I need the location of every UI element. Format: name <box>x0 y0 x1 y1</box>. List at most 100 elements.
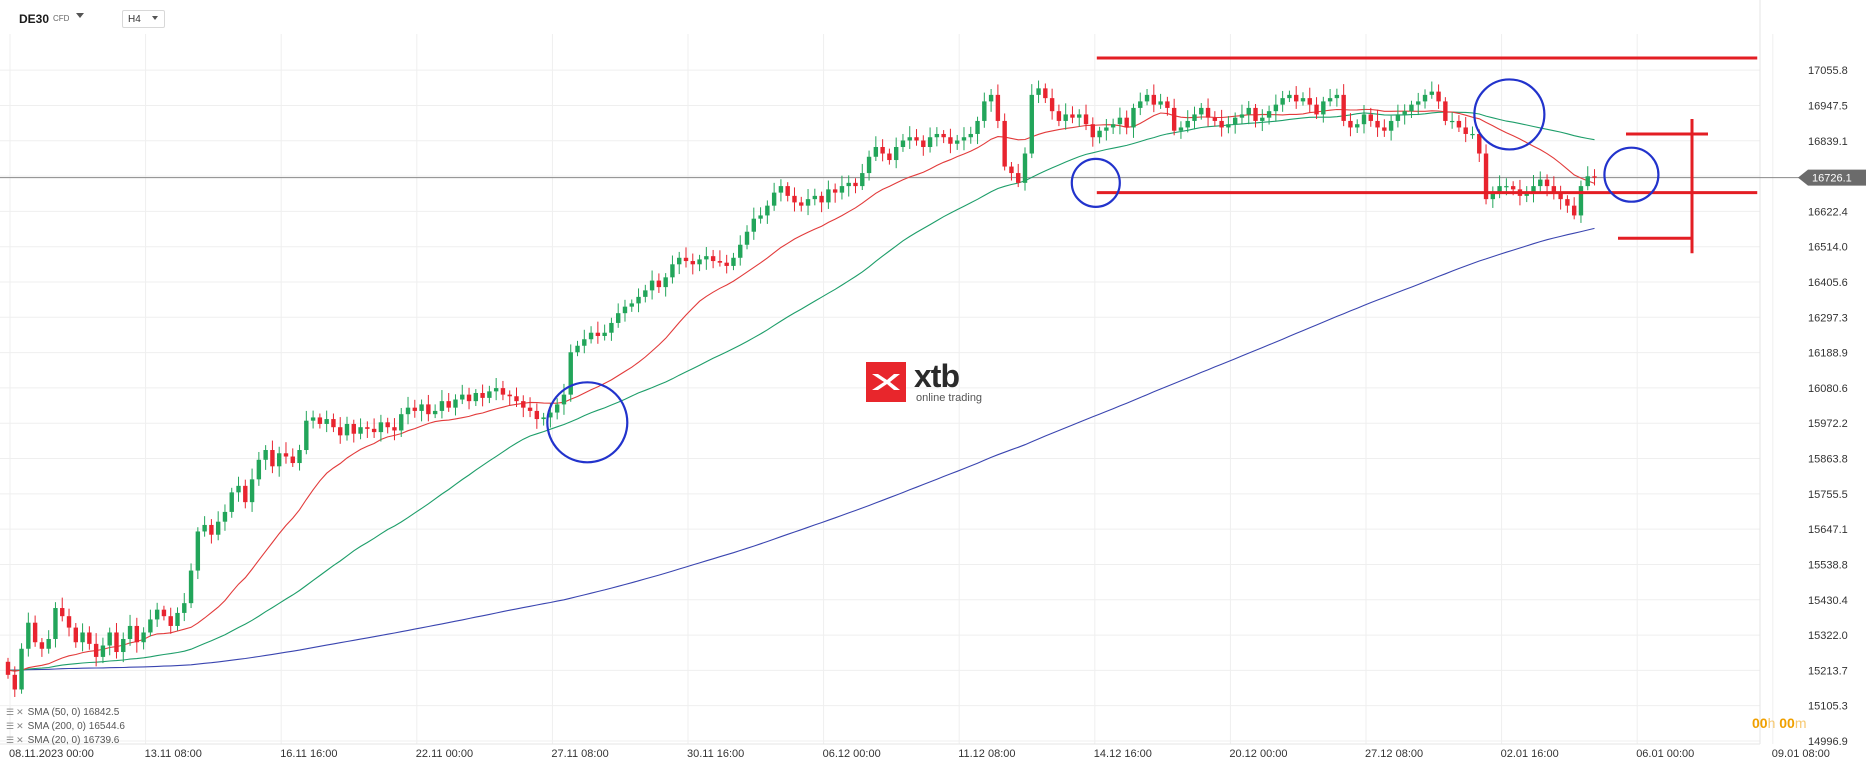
candle-body <box>941 133 946 138</box>
timeframe-select[interactable]: H4 <box>122 10 165 28</box>
highlight-circle[interactable] <box>1603 146 1660 203</box>
candle-body <box>1056 111 1062 121</box>
candle-body <box>473 392 479 402</box>
price-tick-label: 15213.7 <box>1808 665 1848 677</box>
price-tick-label: 16297.3 <box>1808 312 1848 324</box>
highlight-circle[interactable] <box>1070 157 1121 208</box>
close-icon[interactable]: ✕ <box>16 720 24 731</box>
candle-body <box>1531 186 1536 193</box>
candle-body <box>1429 91 1434 95</box>
candle-body <box>19 648 24 690</box>
candle-body <box>310 417 316 421</box>
candle-body <box>161 609 167 617</box>
candle-body <box>683 257 689 262</box>
candle-body <box>392 427 397 431</box>
candle-body <box>1578 186 1584 216</box>
candle-body <box>866 156 872 174</box>
candle-body <box>846 182 851 187</box>
candle-body <box>168 616 173 626</box>
candle-body <box>304 420 309 451</box>
candle-body <box>426 404 431 415</box>
time-axis[interactable]: 08.11.2023 00:00 13.11 08:00 16.11 16:00 22… <box>9 748 1830 760</box>
candle-body <box>188 570 194 604</box>
candle-body <box>148 619 153 633</box>
price-tick-label: 14996.9 <box>1808 736 1848 748</box>
legend-item[interactable]: ☰ ✕ SMA (50, 0) 16842.5 <box>6 705 125 719</box>
candle-body <box>527 407 533 411</box>
chart-toolbar: DE30 CFD H4 <box>0 0 400 34</box>
symbol-name[interactable]: DE30 <box>19 12 50 26</box>
candle-body <box>202 524 207 532</box>
candle-body <box>317 417 323 424</box>
candle-body <box>5 661 11 675</box>
candle-body <box>405 407 411 415</box>
legend-item[interactable]: ☰ ✕ SMA (20, 0) 16739.6 <box>6 733 125 747</box>
candle-body <box>860 173 865 187</box>
candle-body <box>575 345 580 353</box>
highlight-circle[interactable] <box>546 381 629 464</box>
candle-body <box>1036 88 1041 95</box>
candle-body <box>887 153 892 161</box>
candle-body <box>514 396 519 402</box>
highlight-circle[interactable] <box>1473 78 1546 151</box>
sma-20-line <box>7 108 1595 672</box>
symbol-type: CFD <box>53 14 70 23</box>
price-tick-label: 16405.6 <box>1808 277 1848 289</box>
current-price-badge[interactable] <box>1798 169 1866 186</box>
candle-body <box>1070 114 1075 118</box>
symbol-dropdown-icon[interactable] <box>76 13 84 18</box>
candle-body <box>236 485 241 493</box>
candle-body <box>344 423 350 436</box>
candle-body <box>1294 94 1299 102</box>
candle-body <box>1402 111 1407 115</box>
candle-body <box>1205 107 1211 118</box>
indicator-legend: ☰ ✕ SMA (50, 0) 16842.5 ☰ ✕ SMA (200, 0) 1… <box>6 705 125 747</box>
candle-body <box>588 332 594 340</box>
chevron-down-icon <box>152 16 158 20</box>
candle-body <box>1327 98 1333 102</box>
candle-body <box>466 394 472 402</box>
candle-body <box>961 137 967 141</box>
candle-body <box>1585 176 1590 187</box>
timer-minutes-unit: m <box>1794 715 1807 731</box>
candle-body <box>1348 120 1353 128</box>
candle-body <box>927 137 933 148</box>
candle-body <box>988 94 994 102</box>
close-icon[interactable]: ✕ <box>16 706 24 717</box>
settings-icon[interactable]: ☰ <box>6 706 15 717</box>
settings-icon[interactable]: ☰ <box>6 720 15 731</box>
close-icon[interactable]: ✕ <box>16 734 24 745</box>
candle-body <box>351 423 356 434</box>
legend-value: 16544.6 <box>88 720 125 732</box>
candle-body <box>1009 166 1014 174</box>
candle-body <box>270 450 275 467</box>
candle-body <box>378 422 384 433</box>
candle-body <box>324 419 329 424</box>
time-tick-label: 20.12 00:00 <box>1229 748 1287 760</box>
settings-icon[interactable]: ☰ <box>6 734 15 745</box>
price-tick-label: 16622.4 <box>1808 206 1848 218</box>
candle-body <box>1199 107 1204 115</box>
candle-body <box>46 638 51 649</box>
candle-body <box>1090 124 1095 138</box>
candle-body <box>1571 205 1577 216</box>
candle-body <box>277 453 282 467</box>
price-tick-label: 15863.8 <box>1808 454 1848 466</box>
candle-body <box>93 643 99 657</box>
candle-body <box>1300 98 1306 102</box>
candle-body <box>1443 101 1448 121</box>
sma-200-line <box>7 227 1595 671</box>
price-axis[interactable]: 17055.816947.516839.116730.816622.416514… <box>1798 65 1866 748</box>
xtb-logo-mark <box>866 362 906 402</box>
candle-body <box>1477 133 1482 154</box>
candle-body <box>1416 101 1421 105</box>
candle-body <box>1144 94 1150 102</box>
candle-body <box>1138 101 1143 108</box>
candle-body <box>751 218 756 232</box>
candle-body <box>1544 179 1550 187</box>
candle-body <box>697 259 702 265</box>
candle-body <box>649 280 655 291</box>
candle-body <box>1083 114 1089 125</box>
legend-item[interactable]: ☰ ✕ SMA (200, 0) 16544.6 <box>6 719 125 733</box>
